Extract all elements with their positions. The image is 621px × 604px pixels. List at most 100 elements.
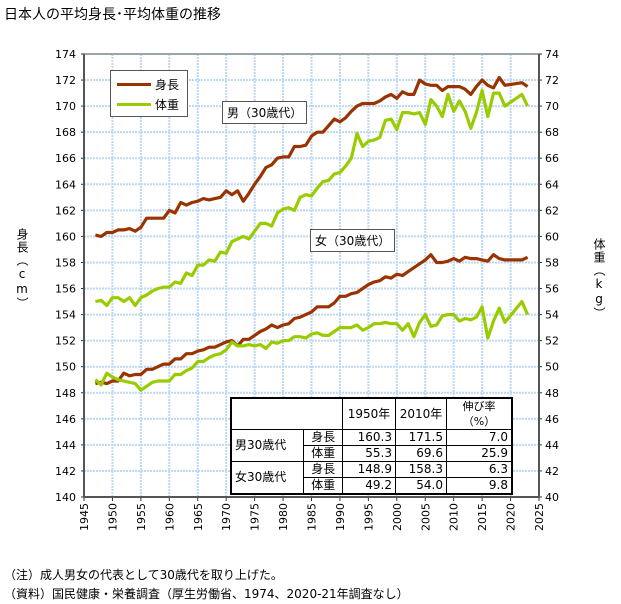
y-tick-label-left: 148 bbox=[55, 387, 76, 400]
y-tick-label-right: 64 bbox=[545, 178, 559, 191]
legend-item-weight: 体重 bbox=[117, 96, 179, 113]
y-tick-label-left: 158 bbox=[55, 256, 76, 269]
y-tick-label-left: 140 bbox=[55, 491, 76, 504]
y-tick-label-right: 42 bbox=[545, 465, 559, 478]
table-cell: 55.3 bbox=[342, 445, 396, 462]
y-tick-label-right: 46 bbox=[545, 413, 559, 426]
annotation-female: 女（30歳代） bbox=[310, 229, 396, 252]
y-tick-label-right: 50 bbox=[545, 361, 559, 374]
x-tick-label: 1980 bbox=[277, 503, 290, 531]
legend-label-height: 身長 bbox=[155, 78, 180, 92]
x-tick-label: 1970 bbox=[220, 503, 233, 531]
y-tick-label-left: 166 bbox=[55, 152, 76, 165]
y-tick-label-left: 156 bbox=[55, 283, 76, 296]
y-axis-right-label: 体重（kg） bbox=[592, 238, 606, 320]
x-tick-label: 1990 bbox=[334, 503, 347, 531]
y-tick-label-left: 144 bbox=[55, 439, 76, 452]
legend-label-weight: 体重 bbox=[155, 98, 180, 112]
y-tick-label-left: 172 bbox=[55, 74, 76, 87]
y-tick-label-right: 58 bbox=[545, 256, 559, 269]
y-tick-label-left: 170 bbox=[55, 100, 76, 113]
series-line-female-weight bbox=[94, 300, 530, 392]
legend: 身長 体重 bbox=[110, 70, 188, 117]
table-item: 身長 bbox=[303, 429, 343, 446]
x-tick-label: 2010 bbox=[448, 503, 461, 531]
table-header-row: 1950年 2010年 伸び率（%） bbox=[230, 397, 513, 430]
x-tick-label: 1995 bbox=[362, 503, 375, 531]
y-tick-label-right: 62 bbox=[545, 204, 559, 217]
table-cell: 9.8 bbox=[446, 477, 513, 495]
table-item: 体重 bbox=[303, 477, 343, 495]
x-tick-label: 2015 bbox=[476, 503, 489, 531]
table-group-male: 男30歳代 bbox=[230, 429, 305, 462]
y-tick-label-left: 150 bbox=[55, 361, 76, 374]
table-header-1950: 1950年 bbox=[342, 397, 396, 430]
legend-swatch-weight bbox=[117, 103, 151, 106]
table-item: 体重 bbox=[303, 445, 343, 462]
series-line-male-height bbox=[95, 75, 529, 238]
table-cell: 171.5 bbox=[395, 429, 447, 446]
chart-title: 日本人の平均身長･平均体重の推移 bbox=[4, 7, 221, 23]
y-tick-label-left: 164 bbox=[55, 178, 76, 191]
annotation-male: 男（30歳代） bbox=[222, 101, 308, 124]
y-tick-label-left: 160 bbox=[55, 230, 76, 243]
table-row: 体重 49.2 54.0 9.8 bbox=[231, 477, 513, 495]
table-header-rate: 伸び率（%） bbox=[446, 397, 513, 430]
table-header-2010: 2010年 bbox=[395, 397, 447, 430]
y-tick-label-right: 40 bbox=[545, 491, 559, 504]
x-tick-label: 2020 bbox=[505, 503, 518, 531]
y-tick-label-right: 72 bbox=[545, 74, 559, 87]
table-cell: 49.2 bbox=[342, 477, 396, 495]
table-cell: 160.3 bbox=[342, 429, 396, 446]
series-line-female-height bbox=[95, 253, 529, 386]
x-tick-label: 1945 bbox=[78, 503, 91, 531]
table-cell: 6.3 bbox=[446, 461, 513, 478]
y-axis-left-label: 身長（cm） bbox=[15, 228, 29, 310]
y-tick-label-right: 54 bbox=[545, 309, 559, 322]
table-cell: 7.0 bbox=[446, 429, 513, 446]
y-tick-label-right: 48 bbox=[545, 387, 559, 400]
x-tick-label: 1975 bbox=[249, 503, 262, 531]
table-cell: 54.0 bbox=[395, 477, 447, 495]
y-tick-label-left: 154 bbox=[55, 309, 76, 322]
table-item: 身長 bbox=[303, 461, 343, 478]
y-tick-label-left: 162 bbox=[55, 204, 76, 217]
summary-table: 1950年 2010年 伸び率（%） 男30歳代 身長 160.3 171.5 … bbox=[230, 397, 513, 495]
x-tick-label: 2005 bbox=[419, 503, 432, 531]
source-note: （資料）国民健康・栄養調査（厚生労働省、1974、2020-21年調査なし） bbox=[4, 587, 409, 601]
y-tick-label-left: 146 bbox=[55, 413, 76, 426]
table-cell: 148.9 bbox=[342, 461, 396, 478]
series-line-male-weight bbox=[95, 88, 530, 308]
y-tick-label-right: 66 bbox=[545, 152, 559, 165]
y-tick-label-right: 44 bbox=[545, 439, 559, 452]
table-cell: 158.3 bbox=[395, 461, 447, 478]
y-tick-label-left: 152 bbox=[55, 335, 76, 348]
x-tick-label: 2025 bbox=[533, 503, 546, 531]
y-tick-label-left: 168 bbox=[55, 126, 76, 139]
table-cell: 25.9 bbox=[446, 445, 513, 462]
footnote: （注）成人男女の代表として30歳代を取り上げた。 bbox=[4, 568, 283, 582]
y-tick-label-right: 56 bbox=[545, 283, 559, 296]
table-row: 男30歳代 身長 160.3 171.5 7.0 bbox=[230, 429, 513, 462]
x-tick-label: 1965 bbox=[192, 503, 205, 531]
table-header-blank bbox=[230, 397, 343, 430]
table-cell: 69.6 bbox=[395, 445, 447, 462]
table-row: 女30歳代 身長 148.9 158.3 6.3 bbox=[230, 461, 513, 495]
x-tick-label: 1985 bbox=[306, 503, 319, 531]
y-tick-label-right: 74 bbox=[545, 48, 559, 61]
legend-swatch-height bbox=[117, 83, 151, 86]
y-tick-label-left: 142 bbox=[55, 465, 76, 478]
y-tick-label-right: 68 bbox=[545, 126, 559, 139]
x-tick-label: 1955 bbox=[135, 503, 148, 531]
y-tick-label-right: 52 bbox=[545, 335, 559, 348]
table-group-female: 女30歳代 bbox=[230, 461, 305, 495]
y-tick-label-left: 174 bbox=[55, 48, 76, 61]
x-tick-label: 2000 bbox=[391, 503, 404, 531]
x-tick-label: 1950 bbox=[106, 503, 119, 531]
y-tick-label-right: 70 bbox=[545, 100, 559, 113]
x-tick-label: 1960 bbox=[163, 503, 176, 531]
legend-item-height: 身長 bbox=[117, 76, 179, 93]
y-tick-label-right: 60 bbox=[545, 230, 559, 243]
